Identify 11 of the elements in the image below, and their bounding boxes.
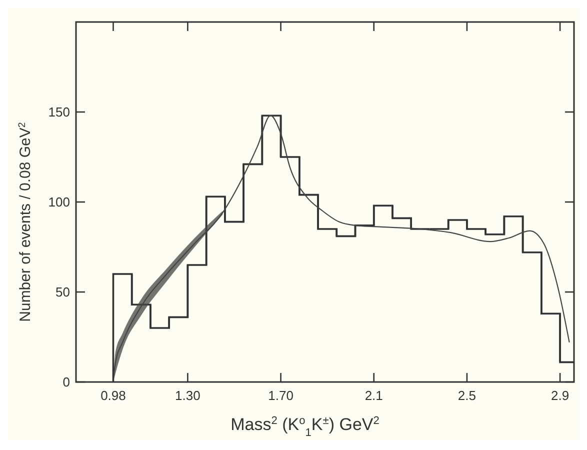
x-tick-label: 1.70 (268, 388, 294, 403)
y-tick-label: 50 (56, 284, 70, 300)
y-tick-label: 100 (48, 194, 70, 210)
x-tick-label: 2.5 (458, 388, 476, 403)
text: Mass$^{2}$ (K$^{o}$$_{1}$K$^{±}$) GeV$^{2}$ (230, 415, 380, 439)
x-tick-label: 0.98 (100, 388, 126, 403)
y-tick-label: 0 (62, 374, 70, 390)
x-tick-label: 1.30 (175, 388, 200, 403)
x-tick-label: 2.1 (364, 388, 383, 403)
x-tick-label: 2.9 (551, 388, 570, 403)
y-tick-label: 150 (48, 104, 70, 120)
